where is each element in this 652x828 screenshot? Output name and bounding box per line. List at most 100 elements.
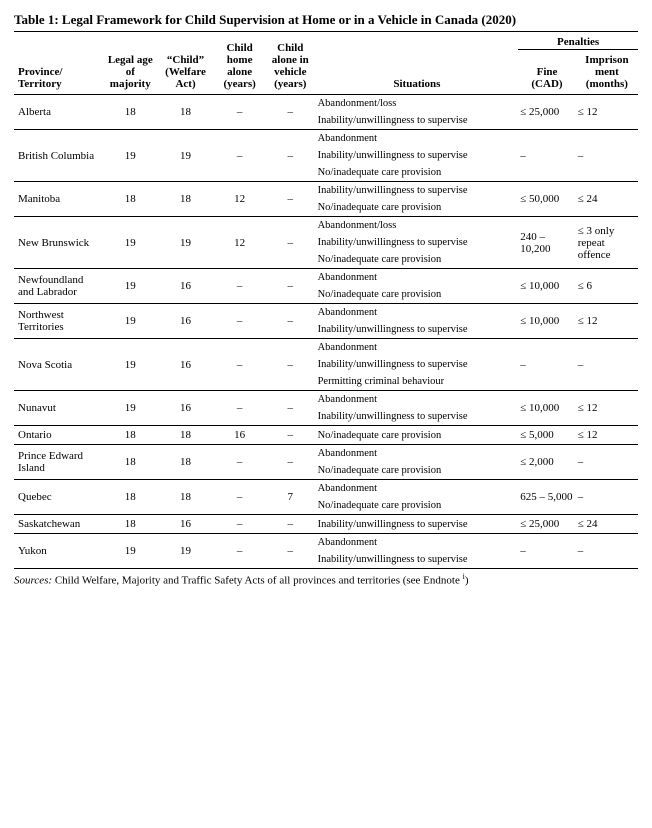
cell-welfare: 19: [157, 130, 215, 182]
cell-home-alone: –: [214, 269, 265, 304]
cell-welfare: 16: [157, 339, 215, 391]
cell-vehicle-alone: 7: [265, 480, 316, 515]
cell-situation: Abandonment: [316, 480, 519, 498]
cell-vehicle-alone: –: [265, 426, 316, 445]
cell-welfare: 18: [157, 95, 215, 130]
col-legal-age: Legal age of majority: [104, 32, 157, 95]
cell-home-alone: 12: [214, 217, 265, 269]
cell-province: Saskatchewan: [14, 515, 104, 534]
cell-vehicle-alone: –: [265, 515, 316, 534]
cell-vehicle-alone: –: [265, 217, 316, 269]
cell-imprisonment: ≤ 3 only repeat offence: [576, 217, 638, 269]
cell-province: Newfoundland and Labrador: [14, 269, 104, 304]
cell-fine: ≤ 2,000: [518, 445, 576, 480]
sources-text: Child Welfare, Majority and Traffic Safe…: [52, 575, 463, 587]
cell-home-alone: –: [214, 480, 265, 515]
sources-after: ): [465, 575, 469, 587]
cell-home-alone: –: [214, 130, 265, 182]
cell-legal-age: 19: [104, 534, 157, 569]
cell-situation: No/inadequate care provision: [316, 199, 519, 217]
table-title: Table 1: Legal Framework for Child Super…: [14, 12, 638, 32]
cell-situation: Abandonment: [316, 339, 519, 357]
col-fine: Fine (CAD): [518, 50, 576, 95]
cell-situation: Abandonment: [316, 391, 519, 409]
cell-province: Nova Scotia: [14, 339, 104, 391]
col-vehicle-alone: Child alone in vehicle (years): [265, 32, 316, 95]
cell-legal-age: 19: [104, 217, 157, 269]
table-body: Alberta1818––Abandonment/loss≤ 25,000≤ 1…: [14, 95, 638, 569]
col-province: Province/ Territory: [14, 32, 104, 95]
cell-situation: Inability/unwillingness to supervise: [316, 147, 519, 164]
cell-home-alone: –: [214, 391, 265, 426]
cell-situation: Inability/unwillingness to supervise: [316, 112, 519, 130]
cell-situation: No/inadequate care provision: [316, 426, 519, 445]
cell-home-alone: 16: [214, 426, 265, 445]
cell-imprisonment: ≤ 24: [576, 182, 638, 217]
cell-situation: No/inadequate care provision: [316, 497, 519, 515]
cell-imprisonment: ≤ 24: [576, 515, 638, 534]
cell-imprisonment: –: [576, 534, 638, 569]
cell-vehicle-alone: –: [265, 304, 316, 339]
cell-welfare: 16: [157, 304, 215, 339]
cell-province: New Brunswick: [14, 217, 104, 269]
cell-imprisonment: ≤ 12: [576, 426, 638, 445]
cell-imprisonment: ≤ 12: [576, 391, 638, 426]
cell-province: Ontario: [14, 426, 104, 445]
cell-legal-age: 19: [104, 130, 157, 182]
cell-situation: Inability/unwillingness to supervise: [316, 182, 519, 200]
cell-vehicle-alone: –: [265, 391, 316, 426]
cell-situation: Abandonment/loss: [316, 95, 519, 113]
cell-situation: Inability/unwillingness to supervise: [316, 234, 519, 251]
cell-fine: 240 – 10,200: [518, 217, 576, 269]
cell-province: British Columbia: [14, 130, 104, 182]
cell-situation: Abandonment: [316, 269, 519, 287]
col-imprisonment: Imprison ment (months): [576, 50, 638, 95]
cell-legal-age: 18: [104, 182, 157, 217]
sources-note: Sources: Child Welfare, Majority and Tra…: [14, 568, 638, 587]
cell-imprisonment: –: [576, 445, 638, 480]
cell-legal-age: 19: [104, 339, 157, 391]
cell-home-alone: –: [214, 534, 265, 569]
cell-situation: No/inadequate care provision: [316, 286, 519, 304]
col-situations: Situations: [316, 32, 519, 95]
cell-vehicle-alone: –: [265, 95, 316, 130]
cell-province: Nunavut: [14, 391, 104, 426]
cell-legal-age: 19: [104, 269, 157, 304]
cell-situation: Inability/unwillingness to supervise: [316, 551, 519, 568]
cell-legal-age: 18: [104, 480, 157, 515]
cell-situation: Abandonment: [316, 304, 519, 322]
cell-fine: ≤ 5,000: [518, 426, 576, 445]
cell-fine: ≤ 10,000: [518, 304, 576, 339]
cell-legal-age: 19: [104, 391, 157, 426]
cell-welfare: 19: [157, 534, 215, 569]
cell-situation: Abandonment: [316, 534, 519, 552]
cell-situation: Inability/unwillingness to supervise: [316, 515, 519, 534]
cell-fine: ≤ 50,000: [518, 182, 576, 217]
cell-situation: Inability/unwillingness to supervise: [316, 408, 519, 426]
cell-province: Northwest Territories: [14, 304, 104, 339]
cell-situation: Permitting criminal behaviour: [316, 373, 519, 391]
cell-home-alone: –: [214, 339, 265, 391]
cell-situation: Inability/unwillingness to supervise: [316, 356, 519, 373]
cell-fine: ≤ 10,000: [518, 269, 576, 304]
legal-framework-table: Province/ Territory Legal age of majorit…: [14, 32, 638, 568]
cell-situation: No/inadequate care provision: [316, 251, 519, 269]
cell-vehicle-alone: –: [265, 339, 316, 391]
cell-legal-age: 18: [104, 95, 157, 130]
cell-fine: –: [518, 534, 576, 569]
cell-welfare: 18: [157, 182, 215, 217]
cell-fine: 625 – 5,000: [518, 480, 576, 515]
cell-situation: Abandonment: [316, 445, 519, 463]
cell-situation: Abandonment/loss: [316, 217, 519, 235]
cell-legal-age: 18: [104, 445, 157, 480]
cell-fine: –: [518, 130, 576, 182]
cell-vehicle-alone: –: [265, 130, 316, 182]
col-home-alone: Child home alone (years): [214, 32, 265, 95]
cell-imprisonment: ≤ 12: [576, 95, 638, 130]
cell-situation: No/inadequate care provision: [316, 164, 519, 182]
cell-welfare: 18: [157, 426, 215, 445]
table-header: Province/ Territory Legal age of majorit…: [14, 32, 638, 95]
cell-welfare: 19: [157, 217, 215, 269]
cell-situation: Abandonment: [316, 130, 519, 148]
cell-vehicle-alone: –: [265, 182, 316, 217]
